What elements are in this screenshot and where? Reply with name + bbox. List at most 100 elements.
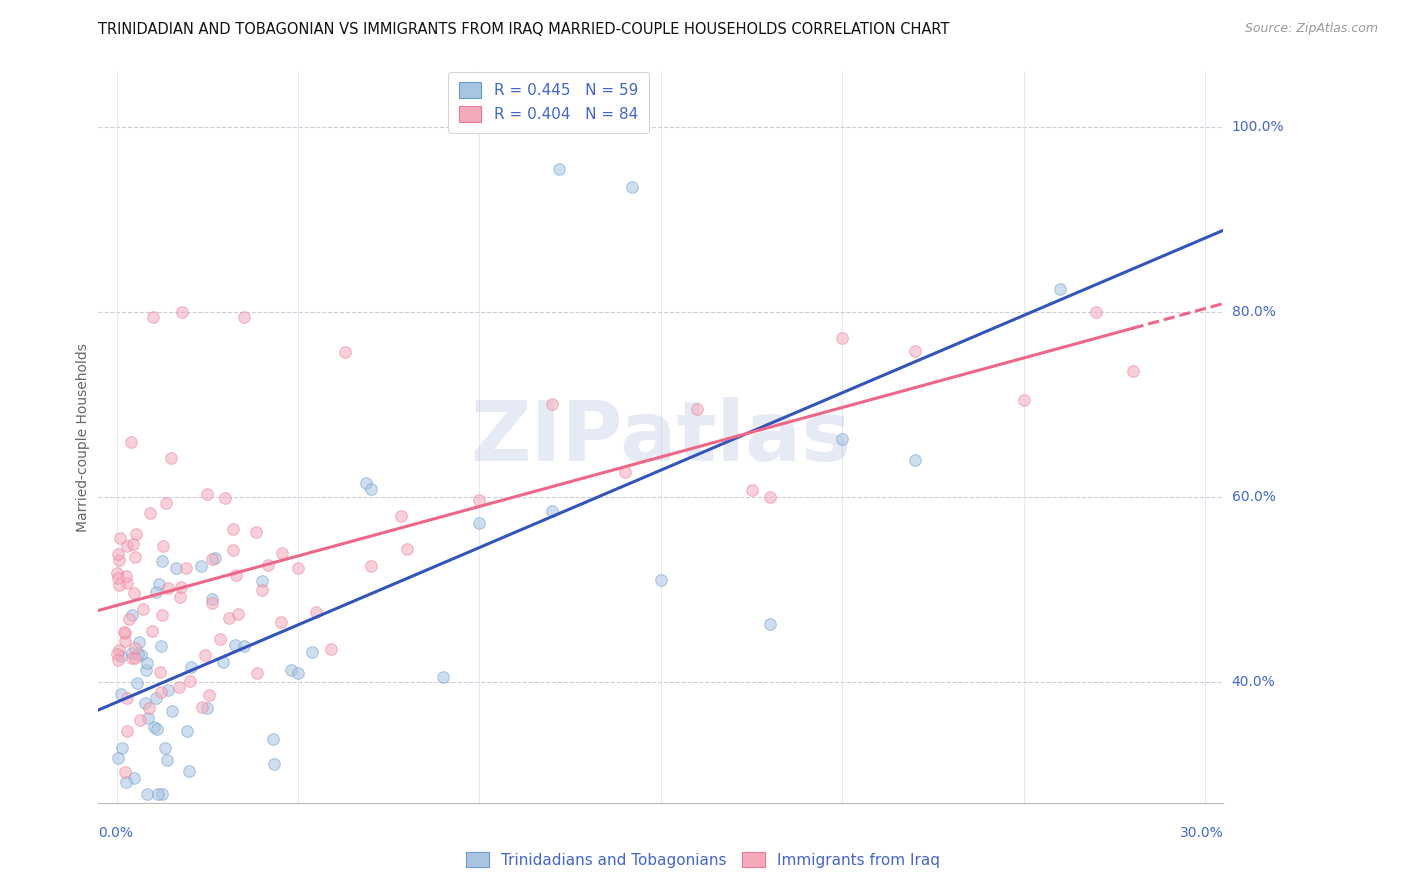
- Point: [280, 663, 302, 677]
- Point: [613, 465, 636, 479]
- Point: [287, 561, 309, 575]
- Point: [107, 553, 129, 567]
- Point: [135, 656, 157, 670]
- Point: [548, 161, 571, 176]
- Point: [179, 673, 201, 688]
- Point: [224, 638, 246, 652]
- Point: [129, 713, 152, 727]
- Point: [107, 653, 129, 667]
- Legend: R = 0.445   N = 59, R = 0.404   N = 84: R = 0.445 N = 59, R = 0.404 N = 84: [449, 71, 648, 133]
- Point: [135, 663, 157, 677]
- Point: [114, 764, 136, 779]
- Point: [831, 331, 853, 345]
- Point: [112, 625, 135, 640]
- Point: [121, 537, 143, 551]
- Point: [250, 582, 273, 597]
- Point: [541, 504, 564, 518]
- Point: [541, 397, 564, 411]
- Text: TRINIDADIAN AND TOBAGONIAN VS IMMIGRANTS FROM IRAQ MARRIED-COUPLE HOUSEHOLDS COR: TRINIDADIAN AND TOBAGONIAN VS IMMIGRANTS…: [98, 22, 950, 37]
- Point: [160, 450, 183, 465]
- Point: [129, 648, 152, 662]
- Point: [620, 180, 643, 194]
- Point: [160, 705, 183, 719]
- Point: [148, 577, 170, 591]
- Point: [115, 775, 138, 789]
- Point: [107, 547, 129, 561]
- Point: [201, 596, 224, 610]
- Point: [124, 651, 146, 665]
- Text: Source: ZipAtlas.com: Source: ZipAtlas.com: [1244, 22, 1378, 36]
- Point: [468, 493, 491, 508]
- Text: 100.0%: 100.0%: [1232, 120, 1284, 134]
- Text: 40.0%: 40.0%: [1232, 675, 1275, 690]
- Point: [125, 526, 148, 541]
- Text: 30.0%: 30.0%: [1180, 826, 1223, 840]
- Point: [214, 491, 236, 505]
- Point: [114, 634, 136, 648]
- Point: [136, 787, 159, 801]
- Text: 80.0%: 80.0%: [1232, 305, 1275, 319]
- Point: [115, 690, 138, 705]
- Point: [245, 524, 267, 539]
- Point: [146, 787, 169, 801]
- Text: 60.0%: 60.0%: [1232, 491, 1275, 504]
- Point: [124, 640, 146, 655]
- Point: [150, 608, 173, 623]
- Point: [270, 546, 292, 560]
- Point: [110, 687, 132, 701]
- Point: [301, 645, 323, 659]
- Point: [145, 722, 167, 736]
- Point: [170, 581, 193, 595]
- Point: [139, 506, 162, 520]
- Point: [225, 567, 247, 582]
- Point: [758, 490, 780, 504]
- Point: [395, 541, 418, 556]
- Point: [1085, 305, 1108, 319]
- Point: [218, 610, 240, 624]
- Point: [152, 540, 174, 554]
- Point: [180, 660, 202, 674]
- Point: [120, 435, 142, 450]
- Point: [222, 542, 245, 557]
- Point: [121, 607, 143, 622]
- Point: [360, 558, 382, 573]
- Point: [360, 483, 382, 497]
- Point: [263, 757, 285, 772]
- Point: [143, 720, 166, 734]
- Point: [468, 516, 491, 530]
- Point: [831, 432, 853, 446]
- Point: [117, 576, 139, 591]
- Point: [287, 665, 309, 680]
- Point: [141, 624, 163, 638]
- Point: [149, 639, 172, 653]
- Point: [110, 649, 132, 664]
- Point: [121, 651, 143, 665]
- Point: [117, 539, 139, 553]
- Point: [201, 552, 224, 566]
- Point: [204, 550, 226, 565]
- Text: 0.0%: 0.0%: [98, 826, 134, 840]
- Point: [118, 612, 141, 626]
- Point: [157, 682, 180, 697]
- Point: [201, 591, 224, 606]
- Point: [149, 685, 172, 699]
- Point: [108, 578, 131, 592]
- Point: [190, 559, 212, 574]
- Point: [166, 561, 188, 575]
- Point: [105, 647, 128, 661]
- Point: [1121, 364, 1143, 378]
- Point: [198, 689, 221, 703]
- Point: [142, 310, 165, 324]
- Point: [107, 751, 129, 765]
- Point: [155, 496, 177, 510]
- Point: [686, 402, 709, 417]
- Point: [145, 691, 167, 706]
- Point: [122, 585, 145, 599]
- Point: [221, 523, 243, 537]
- Point: [194, 648, 217, 663]
- Point: [904, 452, 927, 467]
- Point: [107, 643, 129, 657]
- Point: [1012, 393, 1035, 408]
- Point: [121, 646, 143, 660]
- Point: [305, 605, 328, 619]
